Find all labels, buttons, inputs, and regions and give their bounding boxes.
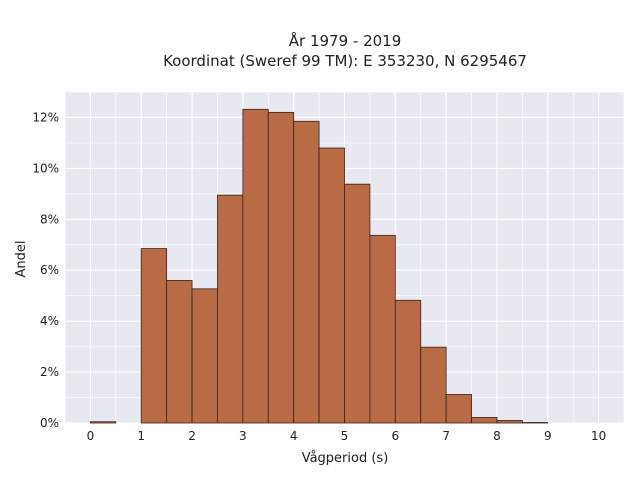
histogram-bar [420,346,447,424]
histogram-bar [217,194,244,424]
chart-title-line-1: År 1979 - 2019 [289,31,402,50]
x-tick-label: 3 [239,429,247,443]
histogram-bar [521,422,549,424]
histogram-bar [166,280,193,424]
histogram-bar [471,416,498,424]
x-tick-label: 8 [493,429,501,443]
y-tick-label: 0% [40,416,59,430]
y-tick-label: 4% [40,314,59,328]
x-tick-label: 10 [591,429,606,443]
x-tick-label: 9 [544,429,552,443]
x-tick-label: 1 [137,429,145,443]
histogram-bar [267,111,295,424]
histogram-bar [191,288,218,424]
chart-title-line-2: Koordinat (Sweref 99 TM): E 353230, N 62… [163,52,527,70]
x-tick-label: 4 [290,429,298,443]
histogram-bar [318,147,345,424]
histogram-bar [242,108,269,424]
histogram-bar [394,299,422,424]
x-tick-label: 5 [341,429,349,443]
y-tick-label: 2% [40,365,59,379]
x-axis-label: Vågperiod (s) [302,451,389,466]
y-tick-label: 6% [40,263,59,277]
x-tick-label: 6 [391,429,399,443]
histogram-bar [344,183,371,424]
y-tick-label: 10% [32,161,59,175]
histogram-bar [445,394,472,424]
histogram-bar [496,420,523,424]
bars [90,108,549,424]
x-tick-label: 0 [87,429,95,443]
x-tick-label: 2 [188,429,196,443]
histogram-bar [293,120,320,424]
tick-labels: 0 1 2 3 4 5 6 7 8 9 10 0% 2% 4% 6% 8% 10% 12% [32,110,606,443]
histogram-bar [90,421,117,424]
histogram-bar [140,248,168,424]
y-tick-label: 12% [32,110,59,124]
histogram-bar [369,234,396,424]
y-tick-label: 8% [40,212,59,226]
x-tick-label: 7 [442,429,450,443]
y-axis-label: Andel [14,241,29,278]
